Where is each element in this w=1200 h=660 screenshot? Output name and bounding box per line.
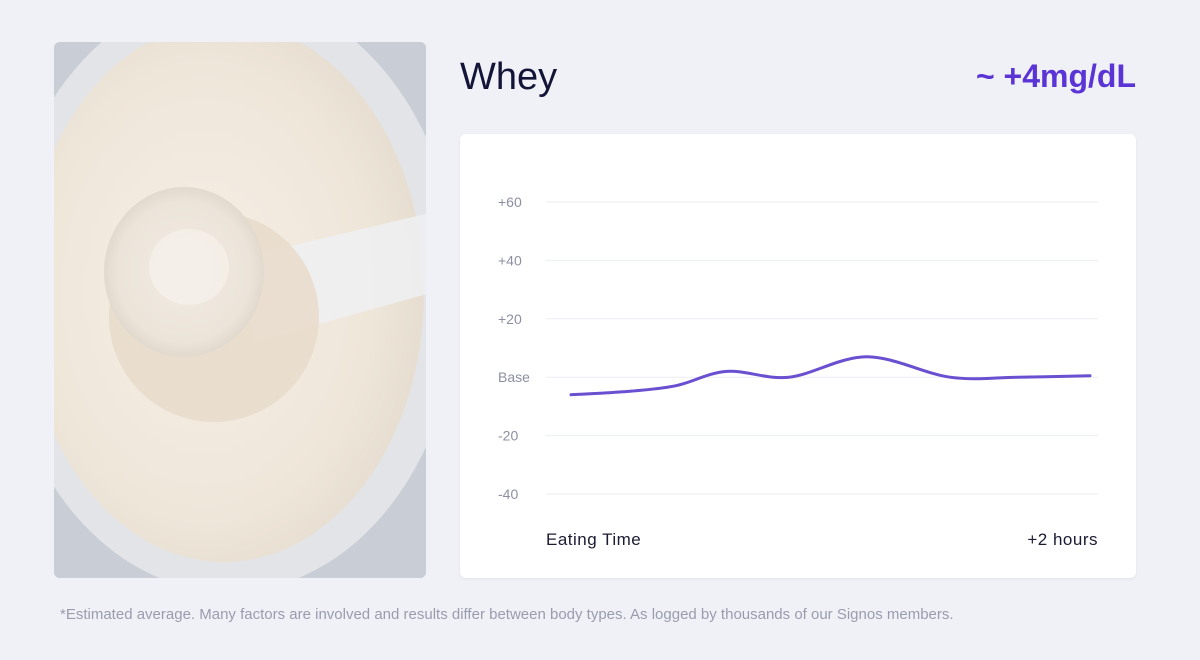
glucose-line-chart: +60 +40 +20 Base -20 -40 [498, 194, 1098, 502]
y-tick-label: +40 [498, 252, 522, 268]
whey-photo [54, 42, 426, 578]
whey-powder-icon [54, 42, 426, 578]
glucose-chart-card: +60 +40 +20 Base -20 -40 Eating Time +2 hours [460, 134, 1136, 578]
x-label-start: Eating Time [546, 530, 642, 549]
y-tick-label: -40 [498, 486, 518, 502]
y-tick-label: -20 [498, 428, 518, 444]
glucose-change: ~ +4mg/dL [975, 58, 1136, 94]
food-name: Whey [460, 56, 558, 98]
y-tick-label: +20 [498, 311, 522, 327]
y-tick-label: +60 [498, 194, 522, 210]
glucose-series-line [569, 355, 1092, 397]
x-label-end: +2 hours [1027, 530, 1098, 549]
y-tick-label: Base [498, 369, 530, 385]
footnote: *Estimated average. Many factors are inv… [60, 606, 954, 623]
